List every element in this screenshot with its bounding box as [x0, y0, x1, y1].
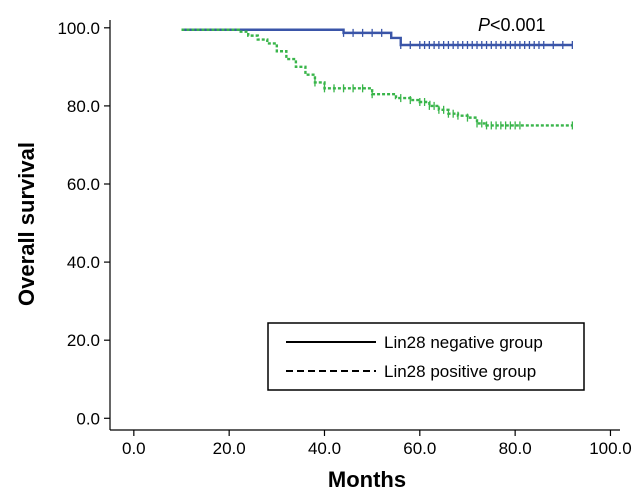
legend-label-negative: Lin28 negative group — [384, 333, 543, 352]
series-line-1 — [181, 28, 573, 127]
x-tick-label: 60.0 — [403, 439, 436, 458]
y-tick-label: 20.0 — [67, 331, 100, 350]
y-tick-label: 60.0 — [67, 175, 100, 194]
x-tick-label: 40.0 — [308, 439, 341, 458]
x-tick-label: 0.0 — [122, 439, 146, 458]
y-axis-title: Overall survival — [14, 142, 39, 306]
y-tick-label: 0.0 — [76, 409, 100, 428]
p-value-annotation: P<0.001 — [478, 15, 546, 35]
y-tick-label: 80.0 — [67, 97, 100, 116]
legend-box — [267, 322, 585, 391]
axes-layer: 0.0 20.0 40.0 60.0 80.0 100.0 0.0 20.0 40.0 60.0 8… — [57, 19, 631, 458]
x-tick-label: 80.0 — [499, 439, 532, 458]
y-tick-label: 100.0 — [57, 19, 100, 38]
x-tick-label: 100.0 — [589, 439, 632, 458]
x-axis-title: Months — [328, 467, 406, 491]
series-layer — [181, 28, 573, 130]
x-tick-label: 20.0 — [213, 439, 246, 458]
p-value-italic: P — [478, 15, 490, 35]
p-value-rest: <0.001 — [490, 15, 546, 35]
legend-label-positive: Lin28 positive group — [384, 362, 536, 381]
legend: Lin28 negative group Lin28 positive grou… — [267, 322, 585, 391]
y-tick-label: 40.0 — [67, 253, 100, 272]
